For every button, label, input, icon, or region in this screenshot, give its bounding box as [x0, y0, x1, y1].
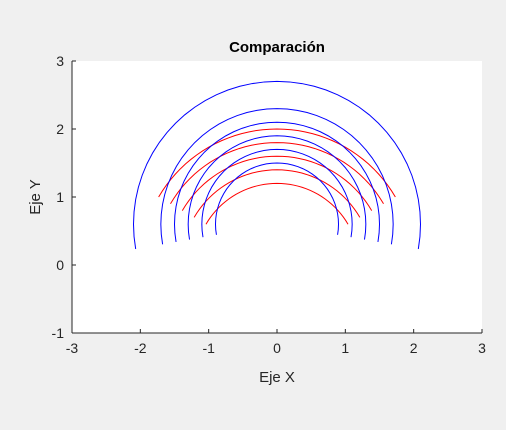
y-axis-label: Eje Y [27, 179, 44, 215]
x-axis-label: Eje X [259, 369, 295, 386]
series-blue-10 [132, 80, 422, 250]
y-tick-label: 2 [56, 121, 64, 137]
x-tick-label: 0 [273, 340, 281, 356]
series-red-4 [205, 182, 349, 225]
series-blue-5 [214, 162, 340, 235]
series-layer [132, 80, 422, 250]
series-red-2 [181, 155, 373, 211]
x-tick-label: -3 [66, 340, 79, 356]
series-red-1 [170, 142, 384, 205]
x-tick-label: 1 [341, 340, 349, 356]
x-tick-label: 3 [478, 340, 486, 356]
x-tick-label: -2 [134, 340, 147, 356]
y-tick-label: 1 [56, 189, 64, 205]
series-blue-8 [173, 121, 381, 242]
x-tick-label: -1 [202, 340, 215, 356]
series-blue-6 [201, 148, 353, 238]
ticks-layer: -3 -2 -1 0 1 2 3 -1 0 1 2 3 [52, 53, 487, 356]
plot-area [72, 61, 482, 333]
x-tick-label: 2 [410, 340, 418, 356]
y-tick-label: -1 [52, 325, 65, 341]
y-tick-label: 0 [56, 257, 64, 273]
series-red-0 [158, 128, 396, 198]
chart-title: Comparación [229, 39, 325, 56]
series-blue-9 [160, 108, 394, 245]
series-blue-7 [187, 135, 367, 240]
series-red-3 [193, 169, 361, 218]
y-tick-label: 3 [56, 53, 64, 69]
